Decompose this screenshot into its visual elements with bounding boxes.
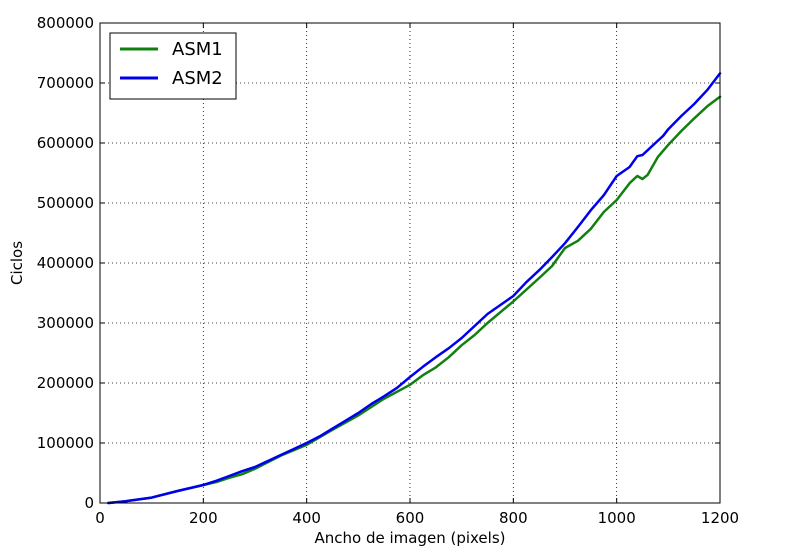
x-tick-label: 400	[292, 509, 321, 527]
x-tick-label: 0	[95, 509, 105, 527]
legend-label-asm2: ASM2	[172, 68, 223, 89]
y-axis-label: Ciclos	[8, 241, 26, 285]
y-tick-label: 300000	[37, 314, 94, 332]
series-lines	[107, 72, 722, 505]
series-line-asm1	[107, 95, 722, 505]
y-tick-label: 800000	[37, 14, 94, 32]
y-tick-label: 600000	[37, 134, 94, 152]
legend-label-asm1: ASM1	[172, 39, 223, 60]
y-tick-label: 400000	[37, 254, 94, 272]
x-tick-label: 800	[499, 509, 528, 527]
series-line-asm2	[107, 72, 722, 505]
y-tick-label: 700000	[37, 74, 94, 92]
y-tick-label: 0	[84, 494, 94, 512]
legend-box	[109, 32, 237, 100]
x-tick-label: 200	[189, 509, 218, 527]
legend: ASM1 ASM2	[109, 32, 237, 100]
x-tick-label: 1200	[701, 509, 739, 527]
y-tick-label: 500000	[37, 194, 94, 212]
x-tick-label: 1000	[598, 509, 636, 527]
x-tick-label: 600	[396, 509, 425, 527]
axis-ticks: 0 200 400 600 800 1000 1200 0 100000 200000 300000…	[37, 14, 739, 527]
y-tick-label: 100000	[37, 434, 94, 452]
x-axis-label: Ancho de imagen (pixels)	[314, 529, 505, 547]
gridlines	[100, 23, 720, 503]
y-tick-label: 200000	[37, 374, 94, 392]
